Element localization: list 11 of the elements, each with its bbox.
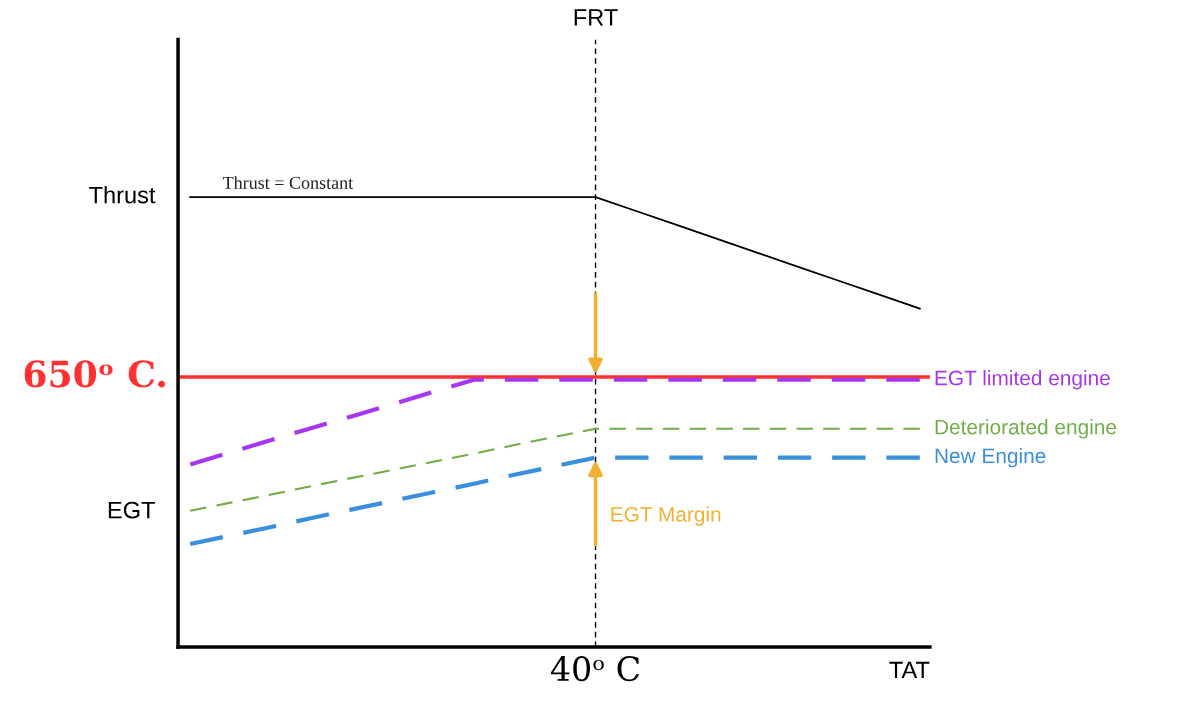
series-label: Deteriorated engine (935, 419, 1117, 439)
text: Thrust (89, 186, 156, 204)
series-label: Thrust = Constant (222, 176, 354, 189)
x-axis-title: TAT (889, 661, 930, 679)
ref-line-label: 650ᵒ C. (24, 360, 165, 388)
series-label: New Engine (935, 447, 1046, 468)
text: EGT (108, 501, 155, 519)
text: 40ᵒ C (550, 656, 640, 682)
text: FRT (574, 9, 618, 26)
annotation: EGT Margin (611, 506, 721, 526)
series-label: EGT limited engine (935, 370, 1110, 390)
